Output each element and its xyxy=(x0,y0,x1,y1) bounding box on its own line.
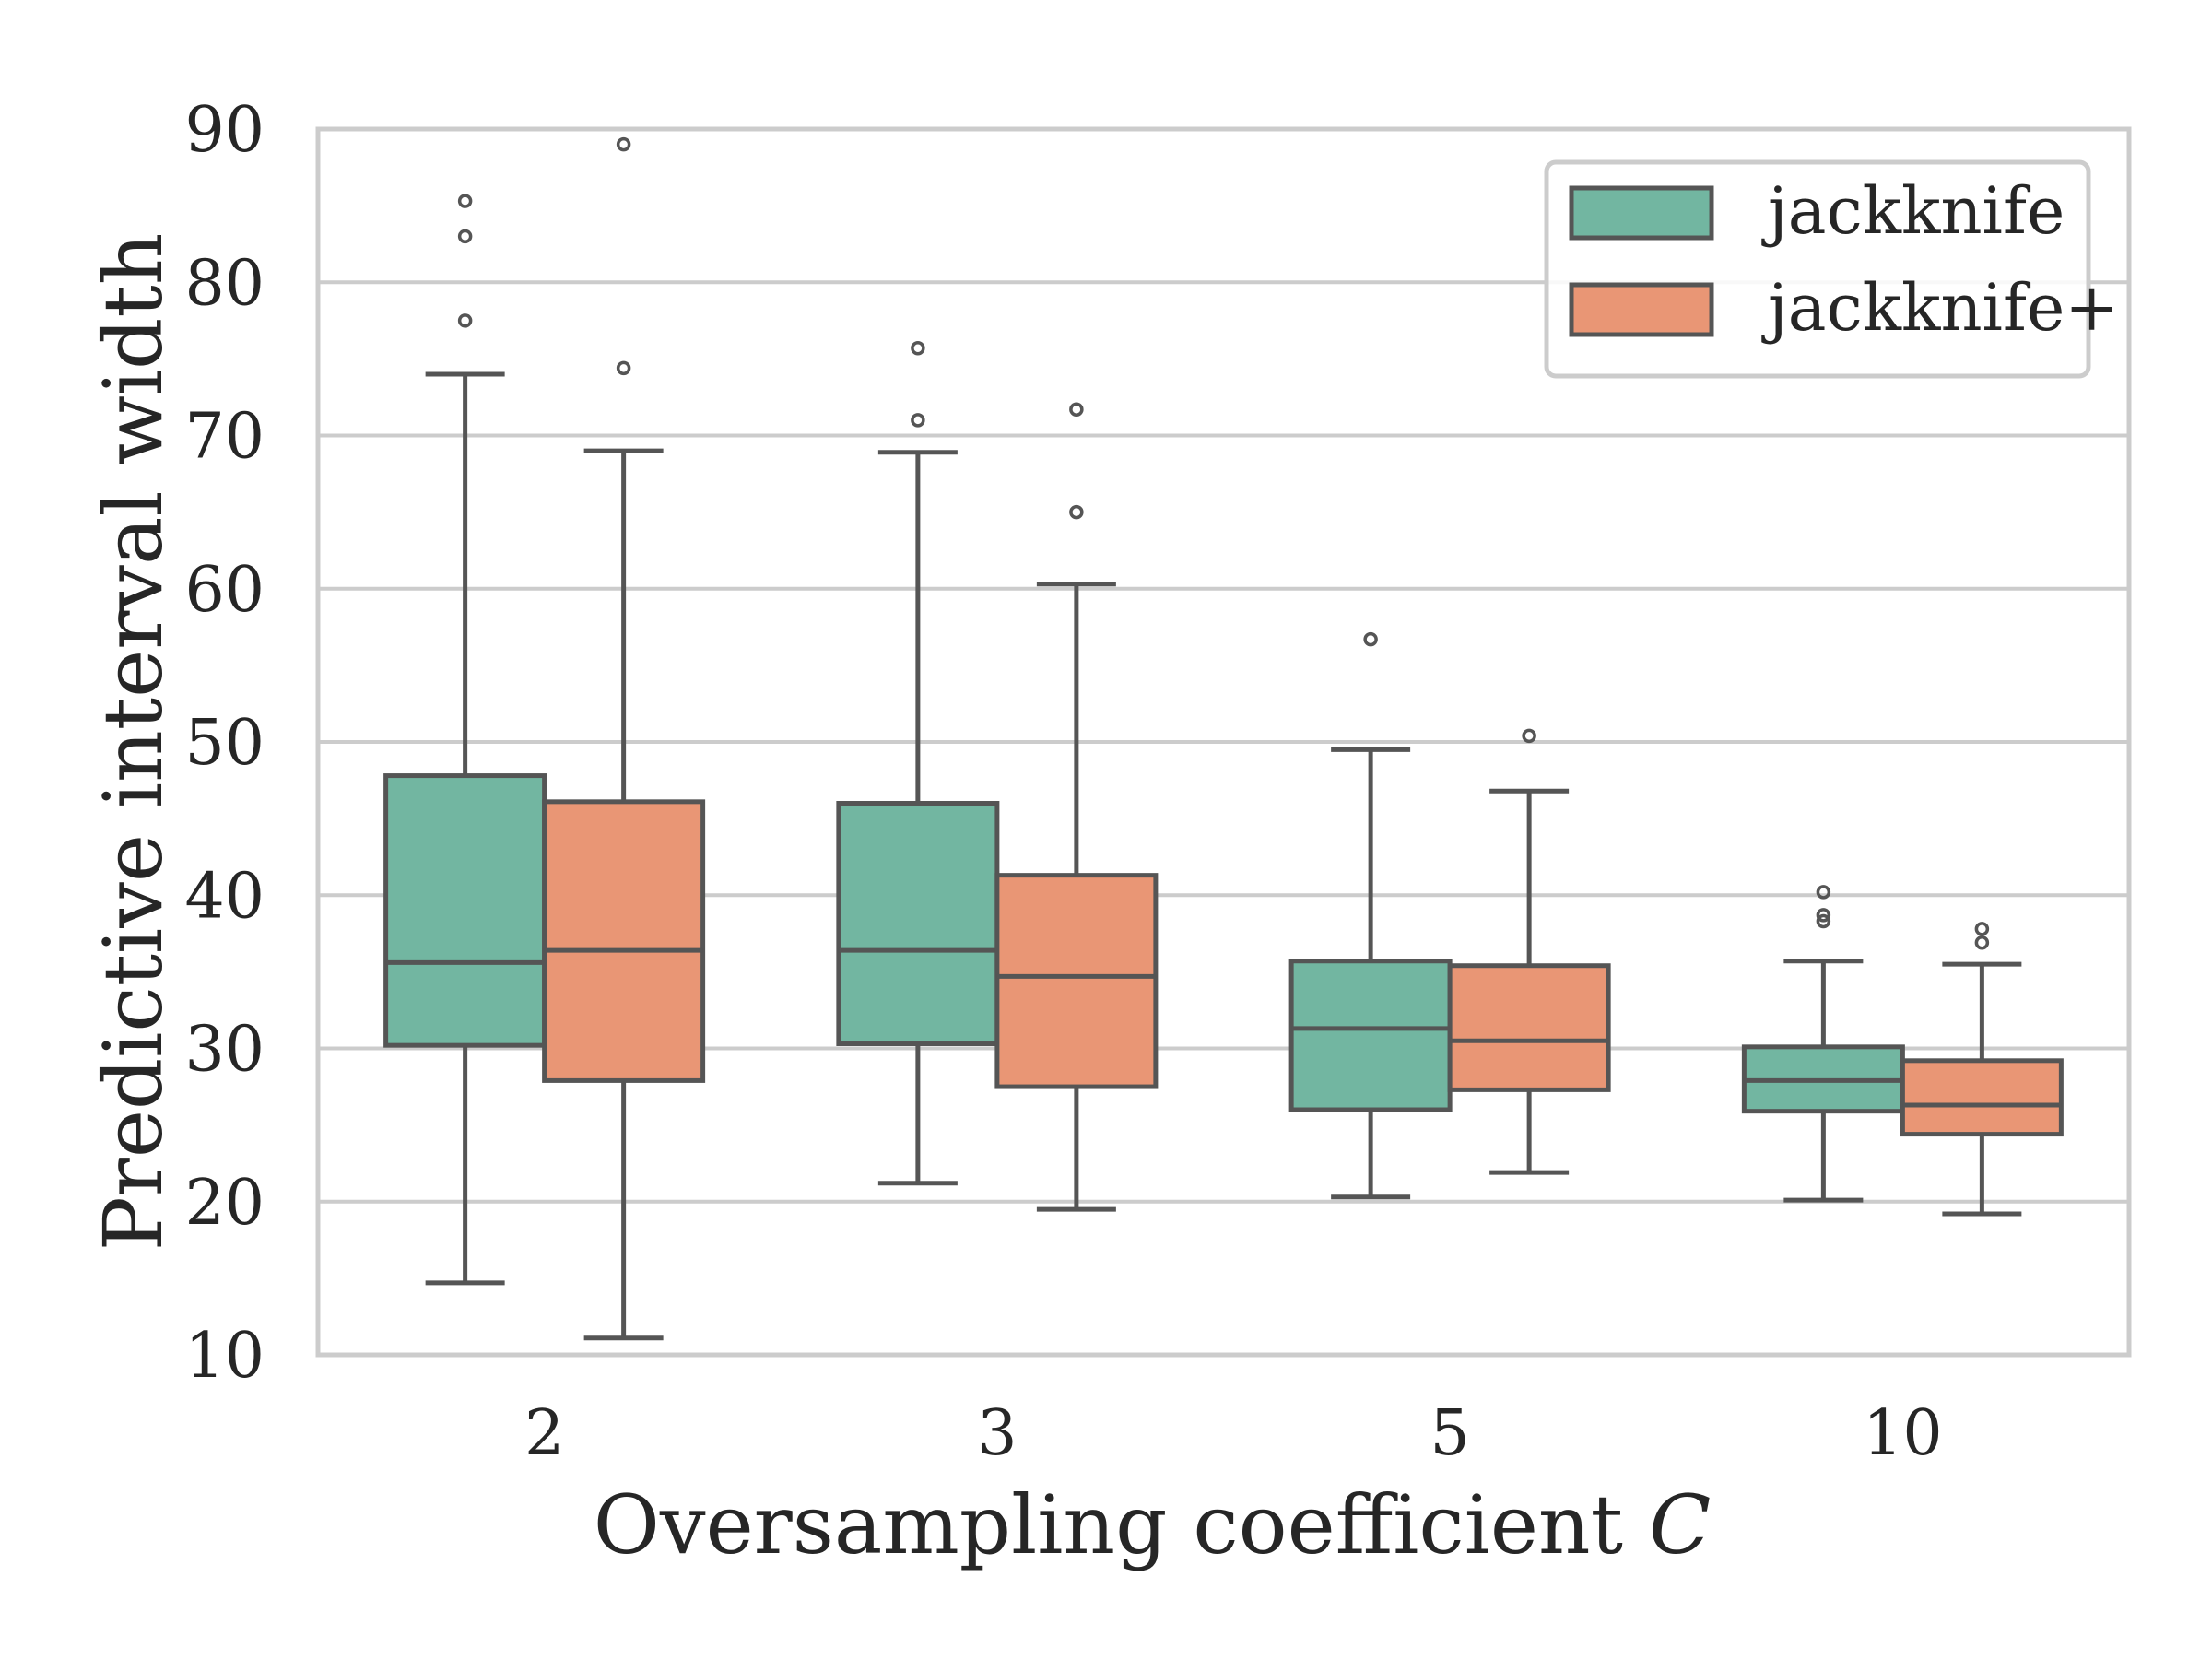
iqr-box xyxy=(1900,1058,2064,1137)
y-tick-labels: 10 20 30 40 50 60 70 80 90 xyxy=(184,94,265,1393)
box-jackknife-plus-C3 xyxy=(994,402,1159,1212)
iqr-box xyxy=(1447,963,1611,1092)
y-tick-label-30: 30 xyxy=(184,1014,265,1087)
outlier-point xyxy=(1816,913,1831,929)
box-jackknife-plus-C5 xyxy=(1447,728,1611,1175)
outlier-point xyxy=(1069,402,1084,417)
x-axis-label: Oversampling coefficient C xyxy=(594,1477,1712,1572)
iqr-box xyxy=(1288,959,1453,1112)
x-axis-label-symbol: C xyxy=(1649,1477,1711,1572)
box-jackknife-C2 xyxy=(383,194,547,1286)
x-tick-label-5: 5 xyxy=(1430,1397,1469,1470)
iqr-box xyxy=(994,873,1159,1089)
iqr-box xyxy=(542,799,706,1083)
outlier-point xyxy=(616,360,631,376)
y-tick-label-60: 60 xyxy=(184,554,265,627)
legend-swatch-jackknife-plus xyxy=(1569,282,1714,337)
outlier-point xyxy=(1363,631,1378,647)
y-tick-label-40: 40 xyxy=(184,860,265,933)
legend: jackknife jackknife+ xyxy=(1544,159,2119,379)
iqr-box xyxy=(383,773,547,1048)
outlier-point xyxy=(1069,504,1084,520)
box-jackknife-C10 xyxy=(1741,885,1905,1203)
outlier-point xyxy=(457,229,473,244)
box-jackknife-C3 xyxy=(836,340,1000,1186)
y-tick-label-50: 50 xyxy=(184,707,265,780)
outlier-point xyxy=(457,313,473,328)
outlier-point xyxy=(1816,885,1831,900)
y-tick-label-10: 10 xyxy=(184,1320,265,1393)
y-axis-label: Predictive interval width xyxy=(86,233,181,1252)
y-tick-label-80: 80 xyxy=(184,247,265,320)
y-tick-label-20: 20 xyxy=(184,1167,265,1240)
outlier-point xyxy=(911,413,925,428)
legend-label-jackknife: jackknife xyxy=(1761,173,2065,249)
plot-frame xyxy=(315,126,2132,1358)
outlier-point xyxy=(616,136,631,152)
box-jackknife-plus-C2 xyxy=(542,136,706,1341)
x-tick-label-2: 2 xyxy=(524,1397,564,1470)
box-plots xyxy=(383,136,2064,1341)
y-tick-label-90: 90 xyxy=(184,94,265,167)
iqr-box xyxy=(836,801,1000,1047)
outlier-point xyxy=(911,340,925,356)
x-tick-label-3: 3 xyxy=(977,1397,1017,1470)
legend-label-jackknife-plus: jackknife+ xyxy=(1761,270,2119,346)
outlier-point xyxy=(1816,908,1831,923)
x-tick-labels: 2 3 5 10 xyxy=(524,1397,1943,1470)
legend-swatch-jackknife xyxy=(1569,185,1714,241)
outlier-point xyxy=(1974,922,1990,936)
box-jackknife-plus-C10 xyxy=(1900,922,2064,1217)
outlier-point xyxy=(457,194,473,208)
box-jackknife-C5 xyxy=(1288,631,1453,1200)
outlier-point xyxy=(1522,728,1536,744)
y-tick-label-70: 70 xyxy=(184,401,265,474)
x-tick-label-10: 10 xyxy=(1863,1397,1943,1470)
outlier-point xyxy=(1974,935,1990,950)
